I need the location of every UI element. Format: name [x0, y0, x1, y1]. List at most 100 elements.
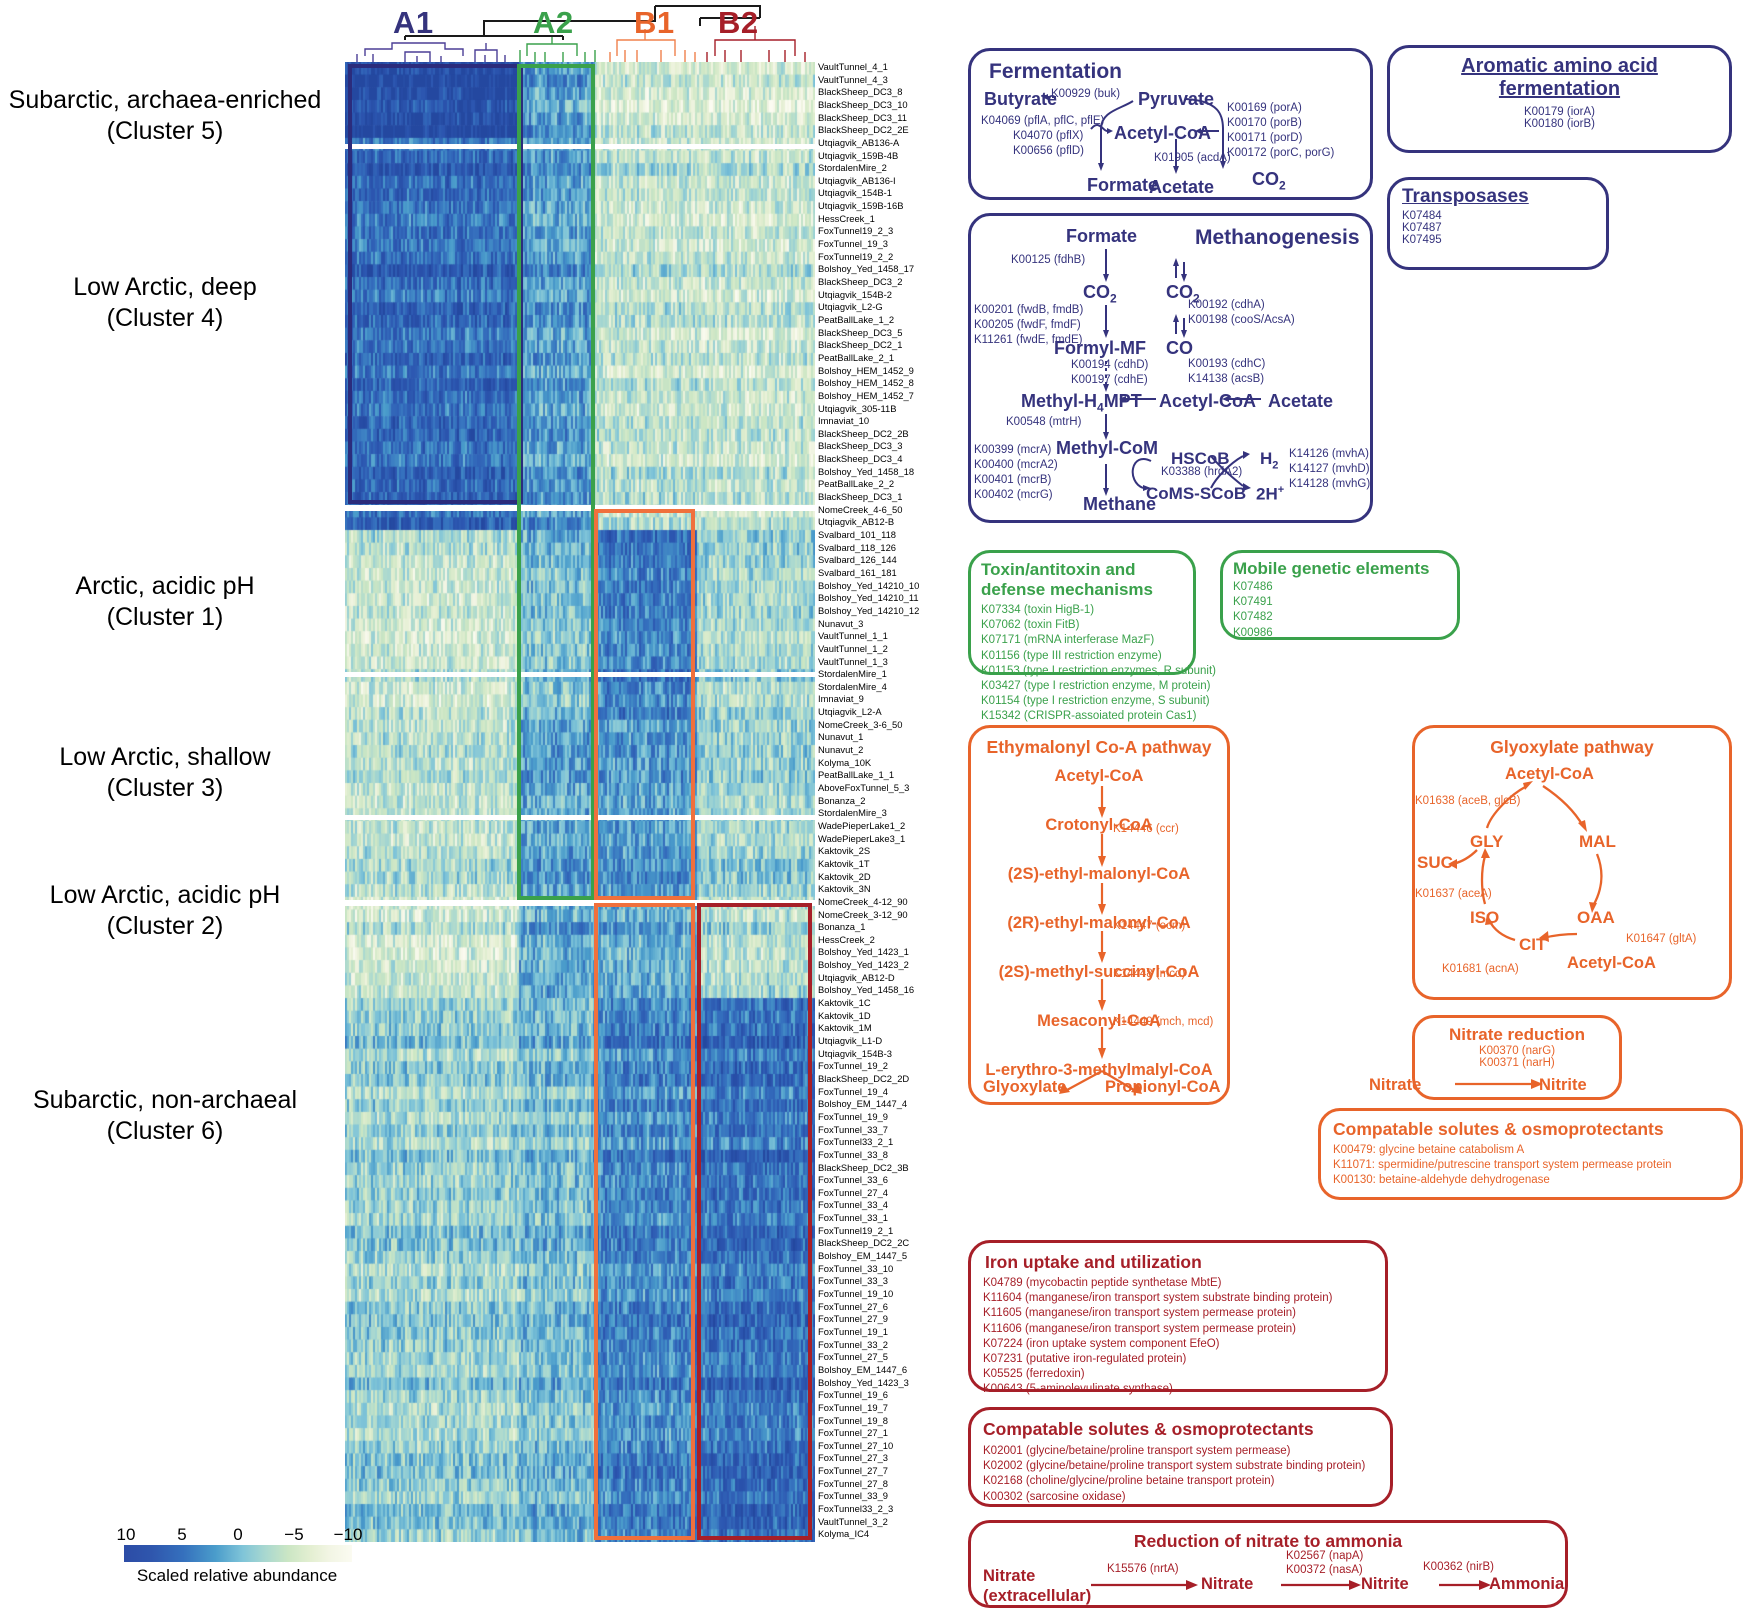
sample-name: PeatBallLake_2_2 — [818, 478, 895, 490]
sample-name: FoxTunnel_33_10 — [818, 1262, 894, 1274]
sample-name: Bolshoy_HEM_1452_9 — [818, 364, 914, 376]
ko-porD: K00171 (porD) — [1227, 132, 1303, 144]
ko-K01153: K01153 (type I restriction enzymes, R su… — [981, 664, 1217, 677]
sample-name: FoxTunnel19_2_1 — [818, 1224, 894, 1236]
sample-name: Bolshoy_Yed_1458_17 — [818, 263, 915, 275]
panel-nitrate-ammonia-title: Reduction of nitrate to ammonia — [1133, 1531, 1403, 1551]
ko-K01156: K01156 (type III restriction enzyme) — [981, 649, 1162, 662]
cluster-label-6: Subarctic, non-archaeal (Cluster 6) — [0, 1085, 330, 1146]
molecule-nitrite: Nitrite — [1361, 1575, 1409, 1593]
sample-name: BlackSheep_DC3_1 — [818, 491, 903, 503]
ko-K03427: K03427 (type I restriction enzyme, M pro… — [981, 679, 1211, 692]
ko-narG: K00370 (narG) — [1478, 1045, 1556, 1057]
sample-name: Bolshoy_EM_1447_6 — [818, 1363, 908, 1375]
sample-name: Bolshoy_Yed_1423_3 — [818, 1376, 909, 1388]
sample-name: BlackSheep_DC2_1 — [818, 339, 903, 351]
sample-name: Utqiagvik_L2-A — [818, 706, 882, 718]
ko-mcrA: K00399 (mcrA) — [974, 444, 1052, 456]
dendrogram-svg — [356, 5, 806, 62]
ko-K07062: K07062 (toxin FitB) — [981, 619, 1080, 632]
colorbar-tick: 0 — [233, 1525, 243, 1544]
sample-name: Bolshoy_EM_1447_4 — [818, 1098, 908, 1110]
ko-mcrA2: K00400 (mcrA2) — [974, 459, 1058, 471]
colorbar-tick: −10 — [333, 1525, 363, 1544]
ko-acdA: K01905 (acdA) — [1154, 152, 1231, 164]
colorbar-gradient — [124, 1545, 352, 1562]
sample-name: Utqiagvik_305-11B — [818, 402, 897, 414]
sample-name: BlackSheep_DC3_11 — [818, 111, 907, 123]
molecule-iso: ISO — [1470, 908, 1500, 927]
ko-cdhE: K00197 (cdhE) — [1071, 374, 1148, 386]
sample-name: Svalbard_161_181 — [818, 566, 897, 578]
sample-name: Nunavut_1 — [818, 731, 864, 743]
sample-name: Kaktovik_1T — [818, 857, 870, 869]
molecule-gly: GLY — [1470, 832, 1504, 851]
molecule-methyl-h4mpt: Methyl-H4MPT — [1021, 391, 1142, 415]
sample-name: Bolshoy_Yed_14210_12 — [818, 604, 920, 616]
molecule-acetyl-coa-bottom: Acetyl-CoA — [1567, 954, 1656, 972]
sample-name: FoxTunnel_33_6 — [818, 1174, 889, 1186]
ko-mtrH: K00548 (mtrH) — [1006, 416, 1082, 428]
fermentation-arrows — [1042, 94, 1226, 174]
sample-name: Imnaviat_9 — [818, 693, 864, 705]
molecule-h-plus: 2H+ — [1256, 484, 1285, 504]
sample-name: BlackSheep_DC2_2B — [818, 427, 909, 439]
ko-cdhC: K00193 (cdhC) — [1188, 358, 1266, 370]
sample-name: FoxTunnel_27_6 — [818, 1300, 889, 1312]
ko-K07334: K07334 (toxin HigB-1) — [981, 604, 1095, 616]
cluster-label-1: Arctic, acidic pH (Cluster 1) — [0, 571, 330, 632]
panel-nitrate-reduction: Nitrate reduction K00370 (narG) K00371 (… — [1369, 1015, 1622, 1100]
sample-name: Bolshoy_Yed_14210_10 — [818, 579, 920, 591]
molecule-formate: Formate — [1066, 226, 1138, 246]
sample-name: StordalenMire_4 — [818, 680, 887, 692]
ko-gltA: K01647 (gltA) — [1626, 933, 1697, 945]
sample-name: Bolshoy_HEM_1452_7 — [818, 389, 914, 401]
panel-ethymalonyl-title: Ethymalonyl Co-A pathway — [986, 737, 1212, 757]
molecule-hscob: HSCoB — [1171, 449, 1230, 468]
ko-fwdE: K11261 (fwdE, fmdE) — [974, 334, 1083, 346]
ko-K01154: K01154 (type I restriction enzyme, S sub… — [981, 695, 1210, 708]
sample-name: Utqiagvik_L1-D — [818, 1035, 883, 1047]
sample-name: FoxTunnel_33_4 — [818, 1199, 889, 1211]
ko-ccr: K14446 (ccr) — [1113, 823, 1179, 835]
ko-iorB: K00180 (iorB) — [1524, 118, 1595, 130]
ko-K04789: K04789 (mycobactin peptide synthetase Mb… — [983, 1277, 1222, 1289]
sample-name: Utqiagvik_159B-4B — [818, 149, 899, 161]
nitrate-ammonia-arrows — [1091, 1580, 1491, 1590]
cluster-label-4-line1: Low Arctic, deep — [73, 273, 257, 301]
panel-compatible-solutes-red: Compatable solutes & osmoprotectants K02… — [968, 1407, 1393, 1507]
sample-name: BlackSheep_DC3_3 — [818, 440, 903, 452]
sample-name: Nunavut_2 — [818, 744, 864, 756]
ko-porB: K00170 (porB) — [1227, 117, 1302, 129]
ko-cdhD: K00194 (cdhD) — [1071, 359, 1149, 371]
sample-name: BlackSheep_DC3_2 — [818, 276, 903, 288]
ko-nasA: K00372 (nasA) — [1286, 1564, 1363, 1576]
panel-toxin-title-line2: defense mechanisms — [981, 580, 1153, 599]
ko-K02001: K02001 (glycine/betaine/proline transpor… — [983, 1445, 1291, 1457]
molecule-l-erythro: L-erythro-3-methylmalyl-CoA — [985, 1061, 1213, 1079]
panel-compat-red-title: Compatable solutes & osmoprotectants — [983, 1419, 1314, 1439]
molecule-ammonia: Ammonia — [1489, 1575, 1565, 1593]
cluster-label-2: Low Arctic, acidic pH (Cluster 2) — [0, 880, 330, 941]
sample-name: Utqiagvik_154B-1 — [818, 187, 893, 199]
molecule-pyruvate: Pyruvate — [1138, 89, 1215, 109]
sample-name: NomeCreek_4-6_50 — [818, 503, 903, 515]
sample-name: StordalenMire_1 — [818, 668, 887, 680]
panel-aromatic-title-line2: fermentation — [1498, 78, 1621, 100]
cluster-label-4: Low Arctic, deep (Cluster 4) — [0, 272, 330, 333]
ko-K07224: K07224 (iron uptake system component Efe… — [983, 1337, 1220, 1350]
sample-name: FoxTunnel_33_2 — [818, 1338, 889, 1350]
sample-name: FoxTunnel_19_3 — [818, 238, 889, 250]
colorbar-caption: Scaled relative abundance — [136, 1566, 338, 1585]
sample-name: StordalenMire_3 — [818, 807, 887, 819]
ko-K11605: K11605 (manganese/iron transport system … — [983, 1307, 1297, 1320]
ko-K07486: K07486 — [1233, 581, 1273, 593]
cluster-label-1-line1: Arctic, acidic pH — [75, 572, 255, 600]
ko-fwdF: K00205 (fwdF, fmdF) — [974, 319, 1081, 331]
cluster-label-3-line2: (Cluster 3) — [106, 773, 224, 802]
molecule-co2-right: CO2 — [1166, 282, 1200, 306]
ko-K00479: K00479: glycine betaine catabolism A — [1333, 1144, 1525, 1156]
ko-aceB: K01638 (aceB, glcB) — [1415, 795, 1521, 807]
ko-mcrB: K00401 (mcrB) — [974, 474, 1052, 486]
sample-name: NomeCreek_3-12_90 — [818, 908, 908, 920]
